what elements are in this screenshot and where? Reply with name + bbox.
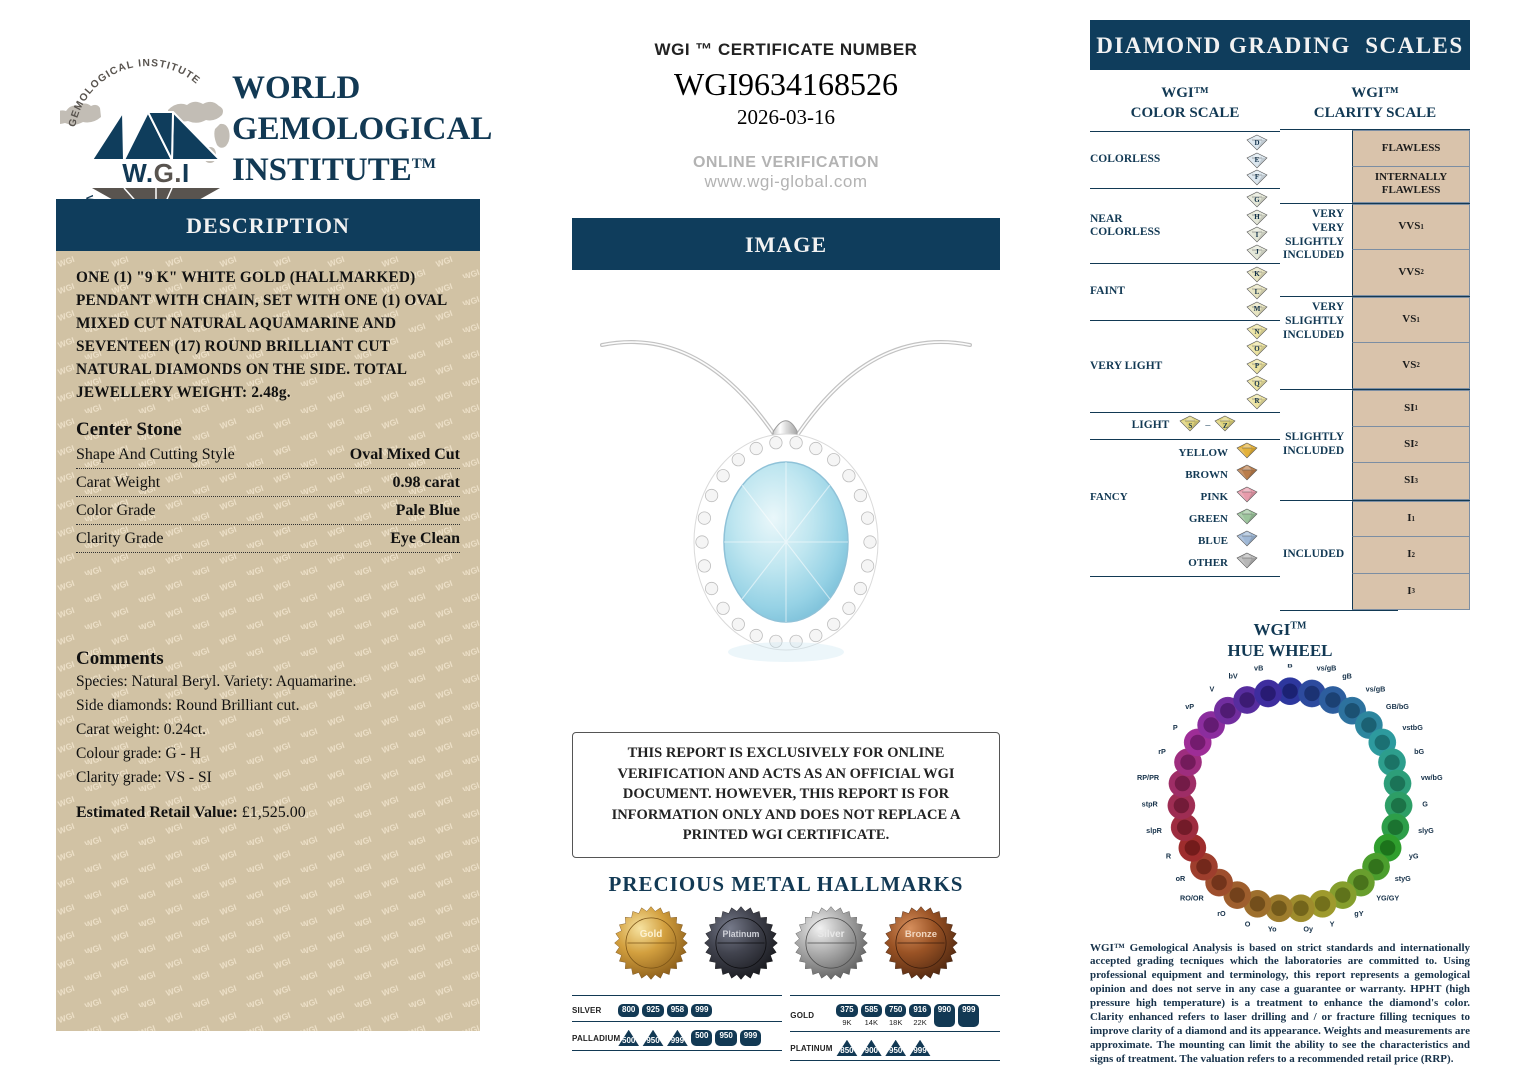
svg-text:stpR: stpR [1142,799,1159,808]
svg-text:Y: Y [1330,919,1335,928]
svg-text:O: O [1245,919,1251,928]
svg-text:B: B [1287,664,1292,670]
svg-text:rP: rP [1158,747,1166,756]
svg-text:Yo: Yo [1268,924,1277,933]
svg-text:gY: gY [1354,908,1363,917]
svg-text:vs/gB: vs/gB [1366,684,1386,693]
svg-text:vP: vP [1185,701,1194,710]
svg-text:vB: vB [1254,664,1263,672]
svg-text:RP/PR: RP/PR [1137,772,1160,781]
svg-text:YG/GY: YG/GY [1376,893,1399,902]
svg-text:GB/bG: GB/bG [1386,701,1409,710]
svg-text:gB: gB [1342,671,1352,680]
svg-text:Oy: Oy [1303,924,1313,933]
svg-text:R: R [1166,851,1172,860]
svg-text:vs/gB: vs/gB [1317,664,1337,672]
svg-text:P: P [1173,723,1178,732]
svg-text:bV: bV [1229,671,1238,680]
svg-text:G: G [1422,799,1428,808]
svg-text:styG: styG [1395,874,1411,883]
svg-text:Gold: Gold [640,929,663,940]
svg-text:yG: yG [1409,851,1419,860]
svg-text:bG: bG [1414,747,1424,756]
svg-text:W.G.I: W.G.I [122,158,190,188]
svg-text:rO: rO [1217,908,1226,917]
svg-text:vstbG: vstbG [1402,723,1423,732]
svg-text:V: V [1210,684,1215,693]
svg-text:Platinum: Platinum [723,929,760,939]
svg-text:slpR: slpR [1146,826,1162,835]
svg-text:vw/bG: vw/bG [1421,772,1443,781]
svg-text:RO/OR: RO/OR [1180,893,1205,902]
svg-text:oR: oR [1176,874,1186,883]
svg-text:Bronze: Bronze [905,929,937,940]
svg-text:Silver: Silver [818,929,845,940]
svg-text:slyG: slyG [1418,826,1434,835]
